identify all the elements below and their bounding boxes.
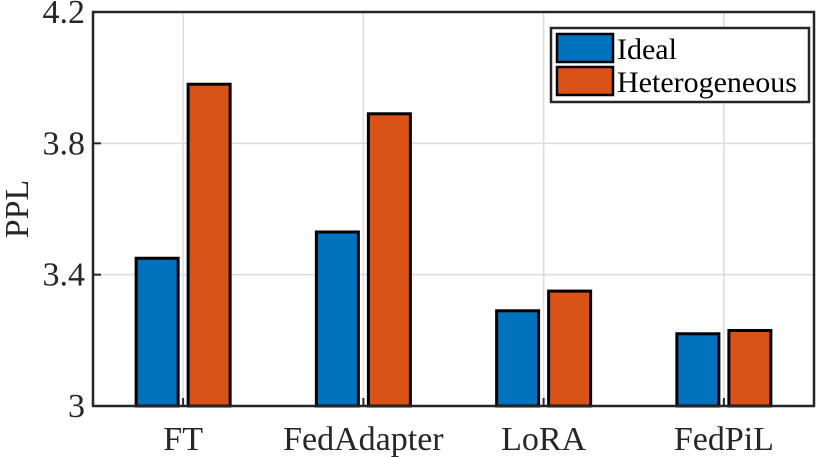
bars bbox=[134, 82, 773, 408]
legend-swatch-ideal bbox=[555, 32, 615, 64]
bar-ideal-fedpil bbox=[675, 332, 721, 408]
x-tick-label: FT bbox=[163, 421, 203, 457]
x-tick-label: LoRA bbox=[501, 421, 586, 457]
bar-ideal-lora bbox=[495, 309, 541, 408]
x-tick-label: FedAdapter bbox=[283, 421, 444, 457]
bar-heterogeneous-lora bbox=[547, 289, 593, 408]
bar-ideal-ft bbox=[134, 256, 180, 408]
legend-label-heterogeneous: Heterogeneous bbox=[617, 66, 797, 99]
plot-area-frame bbox=[91, 10, 816, 408]
legend-label-ideal: Ideal bbox=[617, 33, 677, 66]
bar-heterogeneous-fedadapter bbox=[366, 112, 412, 408]
legend-swatch-heterogeneous bbox=[555, 65, 615, 97]
y-tick-label: 3.8 bbox=[43, 125, 86, 162]
bar-heterogeneous-fedpil bbox=[727, 328, 773, 408]
y-axis-ticks: 3 3.4 3.8 4.2 bbox=[43, 0, 101, 425]
bar-ideal-fedadapter bbox=[314, 230, 360, 408]
bar-heterogeneous-ft bbox=[186, 82, 232, 408]
y-tick-label: 3.4 bbox=[43, 257, 86, 294]
y-tick-label: 3 bbox=[68, 388, 85, 425]
x-tick-label: FedPiL bbox=[674, 421, 774, 457]
y-axis-label: PPL bbox=[0, 180, 36, 239]
x-axis-ticks: FT FedAdapter LoRA FedPiL bbox=[163, 398, 774, 457]
y-tick-label: 4.2 bbox=[43, 0, 86, 31]
